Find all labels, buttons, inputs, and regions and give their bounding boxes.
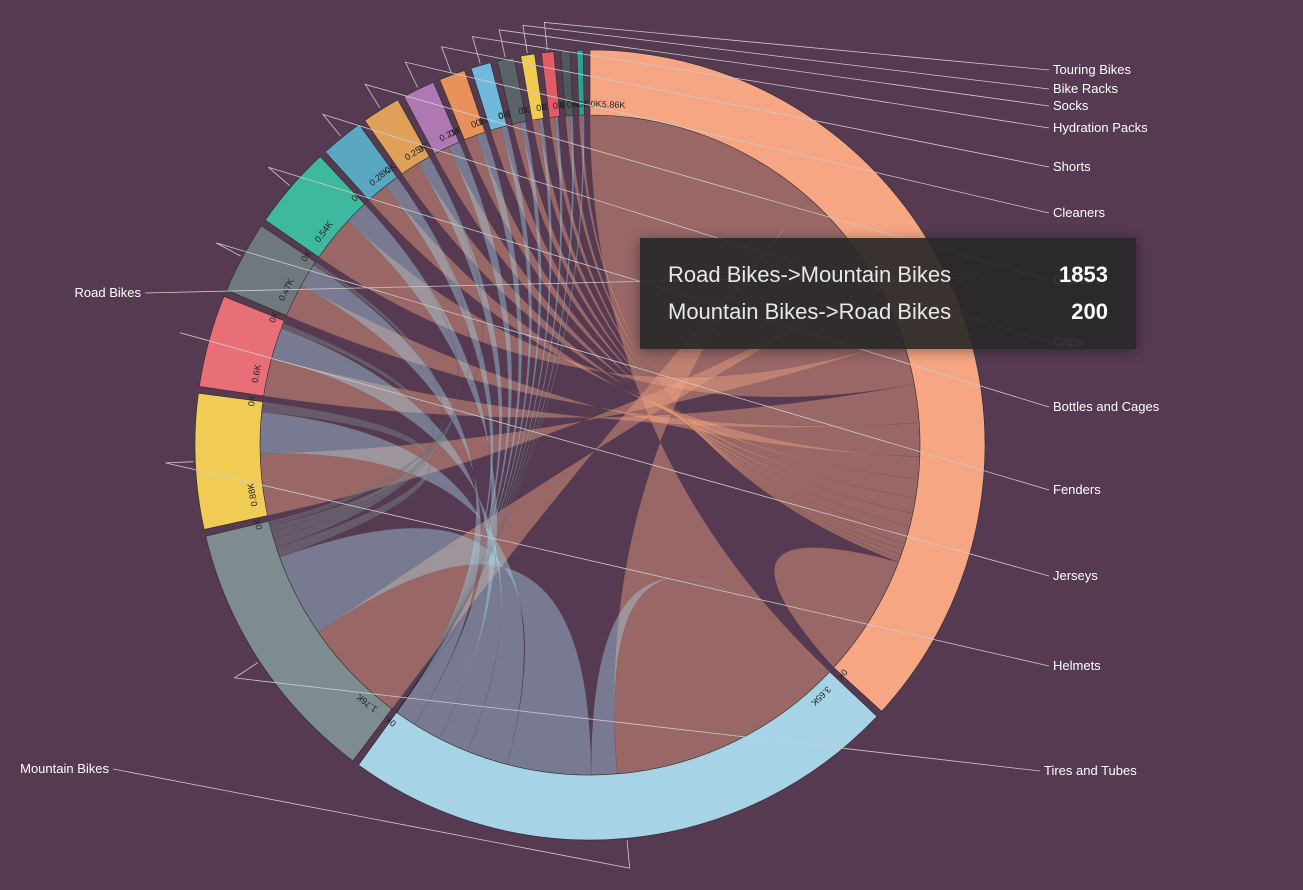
category-label[interactable]: Hydration Packs [1053,120,1148,135]
arc-tick-zero: 0K [252,518,264,531]
arc-tick-zero: 0K [535,102,547,114]
category-label[interactable]: Road Bikes [75,285,142,300]
category-label[interactable]: Shorts [1053,159,1091,174]
category-label[interactable]: Bike Racks [1053,81,1119,96]
category-label[interactable]: Gloves [1053,272,1094,287]
category-label[interactable]: Fenders [1053,482,1101,497]
arc-tick-zero: 0K [246,395,257,407]
category-label[interactable]: Jerseys [1053,568,1098,583]
category-label[interactable]: Caps [1053,334,1084,349]
arc-tick-zero: 0K [552,100,564,111]
chord-chart-stage: 5.86K0K3.65K0K1.76K0K0.88K0K0.6K0K0.47K0… [0,0,1303,890]
category-label[interactable]: Socks [1053,98,1089,113]
category-label[interactable]: Cleaners [1053,205,1106,220]
category-label[interactable]: Bottles and Cages [1053,399,1160,414]
category-label[interactable]: Helmets [1053,658,1101,673]
category-label[interactable]: Mountain Bikes [20,761,109,776]
chord-chart-svg[interactable]: 5.86K0K3.65K0K1.76K0K0.88K0K0.6K0K0.47K0… [0,0,1303,890]
arc-tick-label: 5.86K [602,99,626,110]
chord-arc[interactable] [195,393,268,529]
category-label[interactable]: Tires and Tubes [1044,763,1137,778]
ribbons [260,115,920,775]
category-label[interactable]: Touring Bikes [1053,62,1132,77]
arc-tick-zero: 0K [517,104,530,116]
